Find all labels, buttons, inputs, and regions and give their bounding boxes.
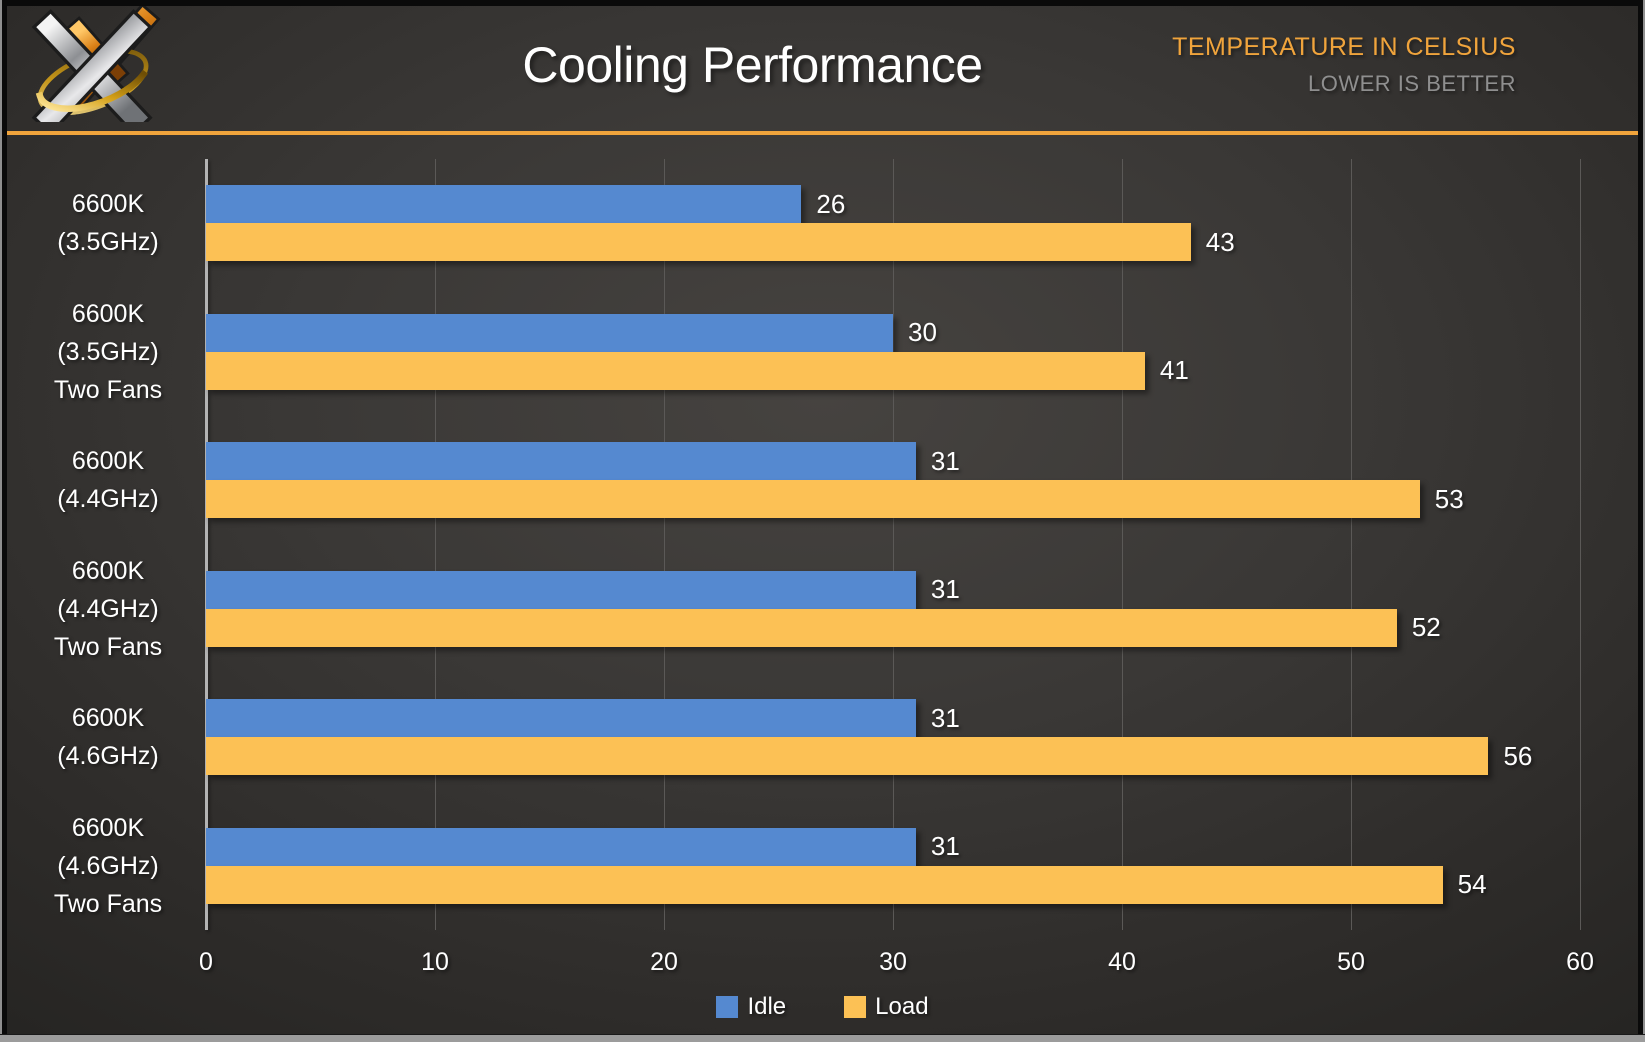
gridline — [893, 159, 895, 930]
x-tick-label: 60 — [1566, 948, 1594, 976]
load-bar — [206, 737, 1489, 776]
frame-left — [0, 0, 7, 1042]
idle-bar — [206, 442, 916, 481]
category-label: 6600K (3.5GHz) Two Fans — [53, 299, 163, 404]
chart-row: 6600K (4.4GHz) Two Fans 31 52 — [0, 545, 1627, 674]
x-axis: 0 10 20 30 40 50 60 — [199, 948, 1627, 988]
x-tick-label: 40 — [1108, 948, 1136, 976]
value-label: 31 — [930, 574, 960, 605]
header-divider — [7, 131, 1638, 135]
load-bar — [206, 351, 1145, 390]
value-label: 53 — [1434, 483, 1464, 514]
legend-label: Idle — [747, 993, 787, 1020]
value-label: 52 — [1411, 612, 1441, 643]
value-label: 31 — [930, 702, 960, 733]
chart-row: 6600K (3.5GHz) Two Fans 30 41 — [0, 288, 1627, 417]
chart-row: 6600K (4.4GHz) 31 53 — [0, 416, 1627, 545]
x-tick-label: 0 — [199, 948, 213, 976]
bar-chart: 6600K (3.5GHz) 26 43 6600K (3.5GHz) Two … — [0, 159, 1627, 930]
idle-bar — [206, 313, 894, 352]
value-label: 26 — [816, 188, 846, 219]
lower-is-better-label: LOWER IS BETTER — [1308, 71, 1516, 96]
frame-top — [0, 0, 1645, 6]
x-tick-label: 30 — [879, 948, 907, 976]
category-label: 6600K (4.4GHz) Two Fans — [53, 556, 163, 661]
value-label: 54 — [1457, 869, 1487, 900]
load-bar — [206, 865, 1443, 904]
category-label: 6600K (4.6GHz) — [57, 704, 159, 771]
legend: Idle Load — [0, 993, 1645, 1021]
axis-line — [205, 159, 208, 930]
header-annotations: TEMPERATURE IN CELSIUS LOWER IS BETTER — [1172, 33, 1516, 97]
gridline — [1122, 159, 1124, 930]
value-label: 31 — [930, 831, 960, 862]
page-title: Cooling Performance — [522, 37, 983, 93]
x-tick-label: 50 — [1337, 948, 1365, 976]
gridline — [1351, 159, 1353, 930]
chart-row: 6600K (4.6GHz) Two Fans 31 54 — [0, 802, 1627, 931]
x-tick-label: 20 — [650, 948, 678, 976]
idle-bar — [206, 185, 802, 224]
gridline — [664, 159, 666, 930]
legend-label: Load — [875, 993, 929, 1020]
units-label: TEMPERATURE IN CELSIUS — [1172, 33, 1516, 61]
load-swatch-icon — [844, 996, 867, 1018]
legend-item-load: Load — [844, 993, 929, 1021]
value-label: 30 — [908, 317, 937, 348]
chart-row: 6600K (4.6GHz) 31 56 — [0, 673, 1627, 802]
x-tick-label: 10 — [421, 948, 449, 976]
idle-bar — [206, 570, 916, 609]
frame-right — [1638, 0, 1645, 1042]
chart-row: 6600K (3.5GHz) 26 43 — [0, 159, 1627, 288]
idle-swatch-icon — [716, 996, 739, 1018]
idle-bar — [206, 827, 916, 866]
category-label: 6600K (4.6GHz) Two Fans — [53, 813, 163, 918]
load-bar — [206, 608, 1397, 647]
gridline — [1580, 159, 1582, 930]
legend-item-idle: Idle — [716, 993, 786, 1021]
value-label: 31 — [930, 445, 960, 476]
value-label: 41 — [1159, 355, 1189, 386]
category-label: 6600K (3.5GHz) — [57, 190, 159, 257]
load-bar — [206, 480, 1420, 519]
brand-logo-icon — [31, 6, 161, 122]
gridlines — [205, 159, 1627, 930]
idle-bar — [206, 699, 916, 738]
load-bar — [206, 223, 1191, 262]
value-label: 43 — [1205, 226, 1235, 257]
category-label: 6600K (4.4GHz) — [57, 447, 159, 514]
gridline — [435, 159, 436, 930]
value-label: 56 — [1503, 740, 1533, 771]
frame-bottom — [0, 1034, 1645, 1042]
